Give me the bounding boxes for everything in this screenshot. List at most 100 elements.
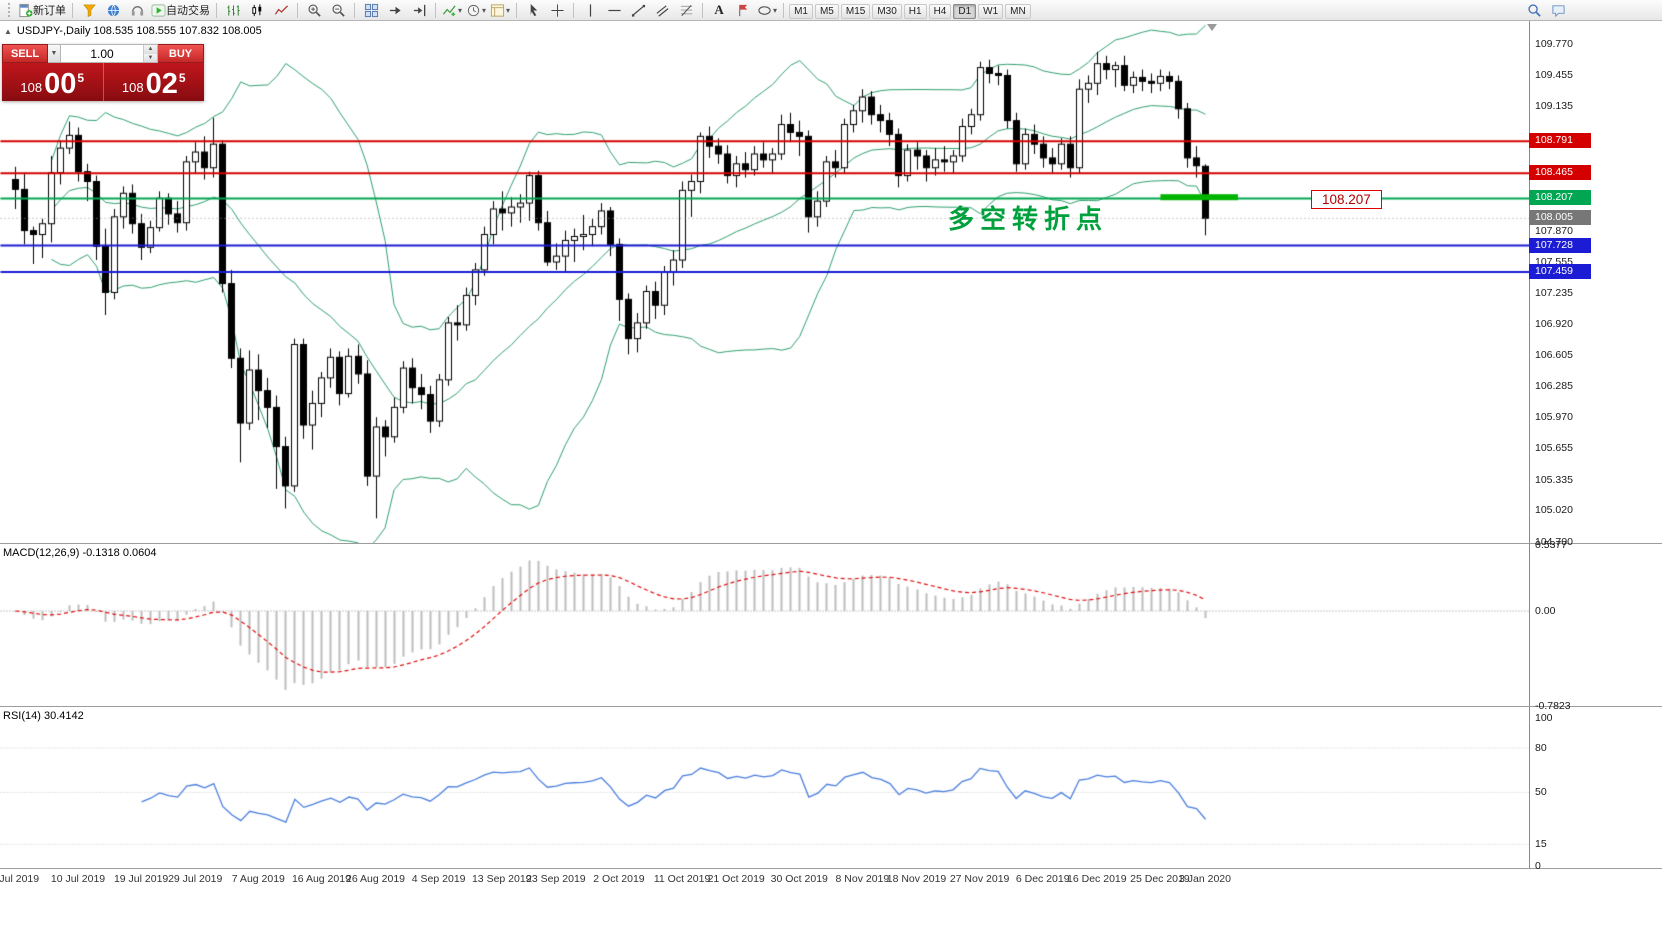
main-toolbar: 新订单 自动交易 xyxy=(0,0,1662,21)
channel-tool-button[interactable] xyxy=(650,1,674,19)
indicators-button[interactable]: ▾ xyxy=(440,1,464,19)
sell-button[interactable]: SELL xyxy=(2,44,48,63)
search-button[interactable] xyxy=(1522,1,1546,19)
volume-stepper[interactable]: ▲ ▼ xyxy=(143,45,157,62)
time-axis-label: 10 Jul 2019 xyxy=(50,873,106,885)
new-order-icon xyxy=(18,3,33,18)
horizontal-line-tool-button[interactable] xyxy=(602,1,626,19)
vertical-line-tool-button[interactable] xyxy=(578,1,602,19)
volume-step-down-icon[interactable]: ▼ xyxy=(144,53,157,62)
crosshair-button[interactable] xyxy=(545,1,569,19)
navigator-button[interactable] xyxy=(125,1,149,19)
sell-price-point: 5 xyxy=(77,71,85,85)
buy-price-display[interactable]: 108 02 5 xyxy=(104,63,205,101)
headset-icon xyxy=(130,3,145,18)
bar-chart-icon xyxy=(226,3,241,18)
timeframe-button-M5[interactable]: M5 xyxy=(814,4,839,19)
panel-divider-price-macd[interactable] xyxy=(0,543,1662,544)
bar-chart-button[interactable] xyxy=(221,1,245,19)
sell-price-figure: 108 xyxy=(20,80,43,95)
time-axis-label: 6 Dec 2019 xyxy=(1015,873,1070,885)
templates-icon xyxy=(490,3,505,18)
candlestick-chart-icon xyxy=(250,3,265,18)
tile-windows-button[interactable] xyxy=(359,1,383,19)
toolbar-separator xyxy=(216,2,217,18)
toolbar-grip[interactable] xyxy=(8,3,12,17)
chart-shift-button[interactable] xyxy=(407,1,431,19)
timeframe-button-D1[interactable]: D1 xyxy=(953,4,977,19)
new-order-button[interactable]: 新订单 xyxy=(16,1,68,19)
new-order-label: 新订单 xyxy=(33,5,66,17)
autotrading-button[interactable]: 自动交易 xyxy=(149,1,212,19)
volume-step-up-icon[interactable]: ▲ xyxy=(144,45,157,54)
templates-dropdown-arrow: ▾ xyxy=(506,5,511,15)
timeframe-toolbar: M1 M5 M15 M30 H1 H4 D1 W1 MN xyxy=(788,1,1032,19)
price-chart-canvas[interactable] xyxy=(0,22,1529,543)
shapes-tool-button[interactable]: ▾ xyxy=(755,1,779,19)
toolbar-separator xyxy=(783,2,785,18)
channel-icon xyxy=(655,3,670,18)
chart-title-expand-icon[interactable]: ▲ xyxy=(4,26,12,36)
sell-button-label: SELL xyxy=(10,47,40,60)
macd-indicator-canvas[interactable] xyxy=(0,545,1529,706)
toolbar-separator xyxy=(573,2,575,18)
candlestick-chart-button[interactable] xyxy=(245,1,269,19)
toolbar-separator xyxy=(702,2,704,18)
timeframe-button-H4[interactable]: H4 xyxy=(928,4,952,19)
timeframe-button-H1[interactable]: H1 xyxy=(903,4,927,19)
timeframe-button-M30[interactable]: M30 xyxy=(872,4,902,19)
sell-price-pips: 00 xyxy=(44,68,77,101)
volume-field[interactable]: 1.00 ▲ ▼ xyxy=(61,44,158,63)
sell-options-dropdown[interactable]: ▼ xyxy=(48,44,61,63)
auto-scroll-button[interactable] xyxy=(383,1,407,19)
chat-button[interactable] xyxy=(1546,1,1570,19)
timeframe-button-W1[interactable]: W1 xyxy=(978,4,1004,19)
panel-divider-macd-rsi[interactable] xyxy=(0,706,1662,707)
timeframe-button-M1[interactable]: M1 xyxy=(789,4,813,19)
chart-shift-icon xyxy=(412,3,427,18)
search-icon xyxy=(1527,3,1542,18)
rsi-indicator-canvas[interactable] xyxy=(0,708,1529,868)
text-icon: A xyxy=(714,2,724,17)
volume-value: 1.00 xyxy=(90,46,114,61)
price-scale-column[interactable] xyxy=(1529,21,1662,869)
indicators-icon xyxy=(442,3,457,18)
chart-shift-marker[interactable] xyxy=(1207,24,1217,31)
market-watch-button[interactable] xyxy=(77,1,101,19)
line-chart-icon xyxy=(274,3,289,18)
zoom-out-button[interactable] xyxy=(326,1,350,19)
cursor-icon xyxy=(526,3,541,18)
time-axis-label: 8 Nov 2019 xyxy=(835,873,890,885)
trendline-tool-button[interactable] xyxy=(626,1,650,19)
buy-price-figure: 108 xyxy=(121,80,144,95)
text-tool-button[interactable]: A xyxy=(707,1,731,19)
arrow-label-tool-button[interactable] xyxy=(731,1,755,19)
trendline-icon xyxy=(631,3,646,18)
timeframe-button-MN[interactable]: MN xyxy=(1005,4,1031,19)
ellipse-icon xyxy=(757,3,772,18)
time-axis-label: 23 Sep 2019 xyxy=(526,873,586,885)
templates-button[interactable]: ▾ xyxy=(488,1,512,19)
clock-icon xyxy=(466,3,481,18)
panel-divider-rsi-axis[interactable] xyxy=(0,868,1662,869)
time-axis-label: 11 Oct 2019 xyxy=(653,873,711,885)
zoom-in-button[interactable] xyxy=(302,1,326,19)
time-axis-label: 3 Jan 2020 xyxy=(1179,873,1231,885)
cursor-button[interactable] xyxy=(521,1,545,19)
zoom-in-icon xyxy=(307,3,322,18)
periods-button[interactable]: ▾ xyxy=(464,1,488,19)
zoom-out-icon xyxy=(331,3,346,18)
fibonacci-icon xyxy=(679,3,694,18)
toolbar-separator xyxy=(435,2,436,18)
data-window-button[interactable] xyxy=(101,1,125,19)
sell-price-display[interactable]: 108 00 5 xyxy=(2,63,104,101)
buy-button[interactable]: BUY xyxy=(158,44,204,63)
time-axis-label: 13 Sep 2019 xyxy=(471,873,532,885)
fibonacci-tool-button[interactable] xyxy=(674,1,698,19)
toolbar-separator xyxy=(354,2,355,18)
timeframe-button-M15[interactable]: M15 xyxy=(840,4,871,19)
horizontal-line-icon xyxy=(607,3,622,18)
line-chart-button[interactable] xyxy=(269,1,293,19)
globe-icon xyxy=(106,3,121,18)
buy-button-label: BUY xyxy=(168,47,193,60)
